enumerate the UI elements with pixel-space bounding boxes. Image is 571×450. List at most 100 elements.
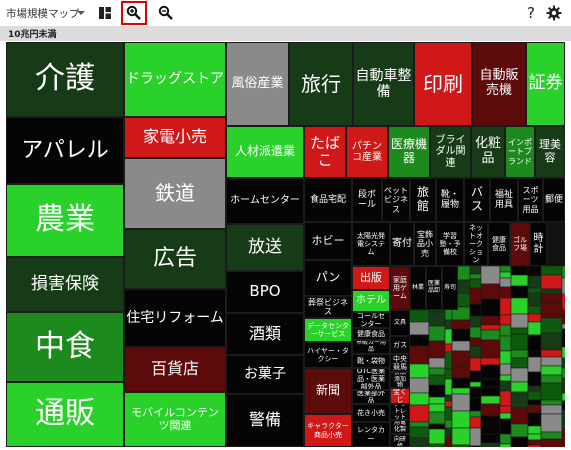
treemap-tile[interactable]: 林業	[410, 266, 426, 310]
treemap-tile[interactable]: 理美容	[535, 126, 565, 178]
tile-label: ホテル	[356, 295, 386, 307]
treemap-tile[interactable]: ペットビジネス	[382, 178, 410, 222]
treemap-tile[interactable]: 放送	[226, 224, 304, 271]
breadcrumb[interactable]: 10兆円未満	[0, 26, 571, 41]
treemap-tile[interactable]: 靴・袋物	[352, 354, 390, 368]
treemap-tile[interactable]: 食品宅配	[304, 178, 352, 222]
treemap-tile[interactable]: 段ボール	[352, 178, 382, 222]
treemap-tile[interactable]: 介護	[6, 42, 124, 117]
treemap-tile[interactable]: バス	[464, 178, 490, 222]
treemap-tile[interactable]: ガス	[390, 336, 410, 354]
minor-segment	[444, 328, 453, 345]
treemap-tile[interactable]: 広告	[124, 229, 226, 289]
treemap-tile[interactable]: 健康食品	[488, 222, 510, 266]
treemap-tile[interactable]: 葬祭ビジネス	[304, 296, 352, 318]
treemap-tile[interactable]: 花き小売	[352, 404, 390, 422]
treemap-tile[interactable]: 出版	[352, 266, 390, 290]
treemap-tile[interactable]: ゴルフ場	[510, 222, 530, 266]
treemap-tile[interactable]: BPO	[226, 271, 304, 313]
treemap-tile[interactable]: ホームセンター	[226, 178, 304, 224]
treemap-tile[interactable]: お菓子	[226, 355, 304, 394]
zoom-in-icon[interactable]	[121, 1, 147, 25]
help-icon[interactable]: ?	[527, 4, 535, 22]
minor-segment	[527, 305, 542, 315]
zoom-out-icon[interactable]	[154, 2, 178, 24]
treemap-tile[interactable]: 郵便	[543, 178, 565, 222]
treemap-tile[interactable]: 中食	[6, 312, 124, 382]
treemap-tile[interactable]: スポーツ用品	[518, 178, 543, 222]
treemap-tile[interactable]: 健康食品	[352, 328, 390, 340]
treemap-tile[interactable]: ブライダル関連	[430, 126, 471, 178]
treemap-tile[interactable]: ホテル	[352, 290, 390, 312]
treemap-tile[interactable]: 靴・履物	[436, 178, 464, 222]
treemap-tile[interactable]: 医薬部外品	[352, 390, 390, 404]
treemap-tile[interactable]: ドラッグストア	[124, 42, 226, 117]
minor-segment	[499, 374, 512, 382]
treemap-tile[interactable]: 寿司	[442, 266, 458, 310]
treemap-tile[interactable]: ネットオークション	[464, 222, 488, 266]
treemap-tile[interactable]: 時計	[530, 222, 547, 266]
treemap-tile[interactable]: 住宅リフォーム	[124, 289, 226, 347]
tile-label: 文具	[393, 318, 406, 326]
treemap-tile[interactable]: 通販	[6, 382, 124, 447]
tile-label: OTC医薬品・医薬部外品	[356, 368, 386, 390]
tile-label: 医薬部外品	[357, 390, 385, 404]
minor-segment	[480, 324, 501, 331]
treemap-tile[interactable]: パチンコ産業	[346, 126, 388, 178]
treemap-tile[interactable]: 風俗産業	[226, 42, 289, 126]
treemap-tile[interactable]: 寄付	[390, 222, 414, 266]
treemap-tile[interactable]: 自動販売機	[472, 42, 526, 126]
treemap-tile[interactable]: 酒類	[226, 313, 304, 355]
treemap-tile[interactable]: 新聞	[304, 368, 352, 414]
minor-segment	[444, 351, 453, 370]
treemap-tile[interactable]: ハイヤー・タクシー	[304, 342, 352, 368]
treemap-tile[interactable]: 宝くじ	[390, 388, 410, 404]
treemap-tile[interactable]: 百貨店	[124, 347, 226, 392]
treemap-tile[interactable]: 化粧品	[471, 126, 505, 178]
treemap-tile[interactable]: 太陽光発電システム	[352, 222, 390, 266]
treemap-tile[interactable]: コールセンター	[352, 312, 390, 328]
treemap-tile[interactable]: 中央競馬	[390, 354, 410, 372]
treemap-tile[interactable]: 文具	[390, 310, 410, 336]
treemap-tile[interactable]: パン	[304, 260, 352, 296]
treemap-tile[interactable]: ホビー	[304, 222, 352, 260]
minor-segment	[510, 313, 529, 329]
treemap-tile[interactable]: 医薬品卸	[426, 266, 442, 310]
treemap-tile[interactable]: データセンターサービス	[304, 318, 352, 342]
treemap-tile[interactable]: OTC医薬品・医薬部外品	[352, 368, 390, 390]
treemap-tile[interactable]: 医療機器	[388, 126, 430, 178]
treemap-tile[interactable]: 学習塾・予備校	[436, 222, 464, 266]
treemap-tile[interactable]: アパレル	[6, 117, 124, 184]
gear-icon[interactable]	[542, 2, 566, 24]
treemap-tile[interactable]: たばこ	[304, 126, 346, 178]
treemap-tile[interactable]: モバイルコンテンツ関連	[124, 392, 226, 447]
treemap-tile[interactable]: 食品添加物	[390, 372, 410, 388]
treemap-tile[interactable]: 自動車整備	[353, 42, 414, 126]
treemap-tile[interactable]: 農業	[6, 184, 124, 257]
treemap-tile[interactable]: レンタカー	[352, 422, 390, 447]
layout-icon[interactable]	[93, 2, 117, 24]
minor-segment	[561, 392, 565, 402]
dropdown-caret-icon[interactable]	[77, 11, 85, 15]
treemap-tile[interactable]: 印刷	[414, 42, 472, 126]
map-title[interactable]: 市場規模マップ	[6, 8, 80, 20]
treemap-tile[interactable]: 家庭用電化製品	[390, 420, 410, 434]
treemap-tile[interactable]: 福祉用具	[490, 178, 518, 222]
treemap-tile[interactable]: 人材派遣業	[226, 126, 304, 178]
minor-segment	[451, 427, 471, 446]
treemap-tile[interactable]: 企業向研修	[390, 434, 410, 447]
tile-label: バス	[470, 185, 483, 213]
treemap-tile[interactable]: キャラクター商品小売	[304, 414, 352, 447]
treemap-tile[interactable]: 証券	[526, 42, 565, 126]
treemap-tile[interactable]: アウトレット	[390, 404, 410, 420]
treemap-tile[interactable]: 家庭用ゲーム	[390, 266, 410, 310]
treemap-tile[interactable]: 市販カー用品	[352, 340, 390, 354]
treemap-tile[interactable]: 宝飾品小売	[414, 222, 436, 266]
treemap-tile[interactable]: 旅館	[410, 178, 436, 222]
treemap-tile[interactable]: 鉄道	[124, 158, 226, 229]
treemap-tile[interactable]: 損害保険	[6, 257, 124, 312]
treemap-tile[interactable]: 家電小売	[124, 117, 226, 158]
treemap-tile[interactable]: インポートブランド	[505, 126, 535, 178]
treemap-tile[interactable]: 旅行	[289, 42, 353, 126]
treemap-tile[interactable]: 警備	[226, 394, 304, 447]
